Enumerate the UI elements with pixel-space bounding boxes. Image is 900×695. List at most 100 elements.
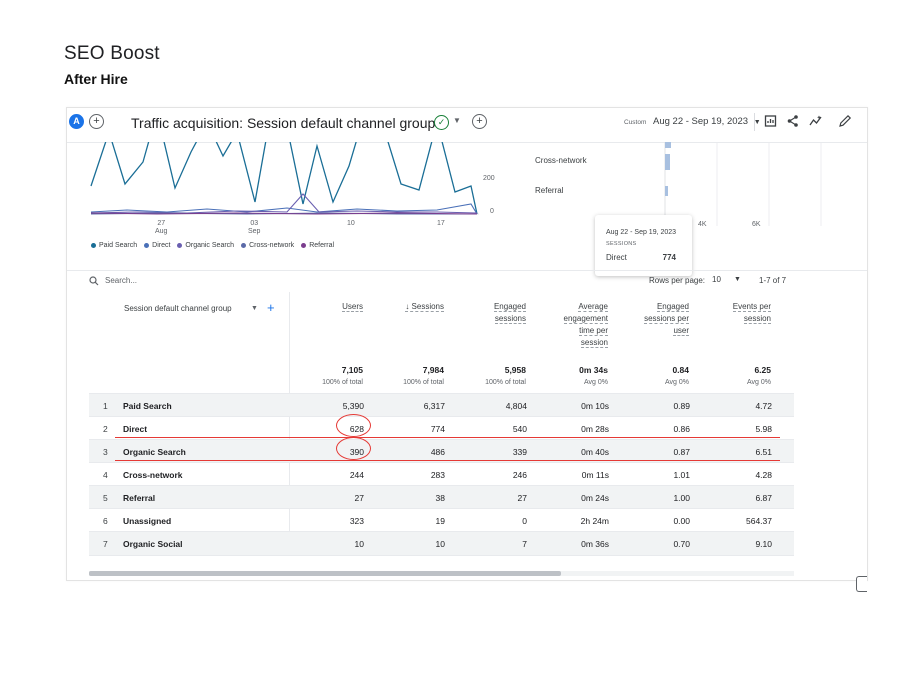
row-index: 1 — [103, 401, 108, 411]
share-icon[interactable] — [786, 114, 800, 128]
table-row[interactable]: 6 Unassigned 323 19 0 2h 24m 0.00 564.37 — [89, 508, 794, 532]
cell-engaged-sessions: 540 — [512, 424, 527, 434]
cell-avg-time: 0m 24s — [581, 493, 609, 503]
row-channel[interactable]: Direct — [123, 424, 148, 434]
cell-avg-time: 0m 28s — [581, 424, 609, 434]
customize-report-icon[interactable] — [764, 114, 778, 128]
chevron-down-icon[interactable]: ▼ — [251, 305, 258, 312]
bar-label: Cross-network — [535, 156, 587, 165]
legend-item-cross-network[interactable]: Cross-network — [241, 242, 294, 249]
row-index: 3 — [103, 447, 108, 457]
total-value: 7,105 — [341, 365, 363, 375]
row-channel[interactable]: Organic Search — [123, 447, 186, 457]
column-header-engaged-sessions[interactable]: Engaged sessions — [493, 302, 526, 324]
legend-item-referral[interactable]: Referral — [301, 242, 334, 249]
x-tick-label: 27 Aug — [155, 220, 168, 235]
cell-users: 10 — [354, 539, 364, 549]
cell-users: 244 — [349, 470, 364, 480]
rows-per-page-select[interactable]: 10 — [712, 275, 721, 284]
page-subheading: After Hire — [64, 71, 128, 87]
row-index: 6 — [103, 516, 108, 526]
cell-engaged-sessions: 0 — [522, 516, 527, 526]
dimension-header[interactable]: Session default channel group — [124, 304, 232, 313]
cell-per-user: 0.70 — [673, 539, 690, 549]
series-line-direct — [90, 203, 478, 215]
rows-per-page-label: Rows per page: — [649, 276, 706, 285]
report-header-bar — [67, 108, 867, 143]
pagination-count: 1-7 of 7 — [759, 276, 787, 285]
row-channel[interactable]: Referral — [123, 493, 156, 503]
table-row[interactable]: 4 Cross-network 244 283 246 0m 11s 1.01 … — [89, 462, 794, 486]
chevron-down-icon[interactable]: ▼ — [453, 116, 461, 125]
cell-events: 4.28 — [755, 470, 772, 480]
chevron-down-icon[interactable]: ▼ — [734, 276, 741, 283]
annotation-underline — [115, 437, 780, 439]
row-index: 4 — [103, 470, 108, 480]
search-input[interactable]: Search... — [105, 276, 138, 285]
column-header-events-per-session[interactable]: Events per session — [732, 302, 771, 324]
legend-item-organic-search[interactable]: Organic Search — [177, 242, 234, 249]
column-header-sessions[interactable]: ↓ Sessions — [405, 302, 444, 312]
table-row[interactable]: 7 Organic Social 10 10 7 0m 36s 0.70 9.1… — [89, 531, 794, 556]
cell-sessions: 19 — [435, 516, 445, 526]
avatar[interactable]: A — [69, 114, 84, 129]
toolbar-divider — [754, 113, 755, 131]
bar-mark — [665, 154, 670, 170]
add-comparison-icon[interactable]: + — [89, 114, 104, 129]
horizontal-scrollbar-thumb[interactable] — [89, 571, 561, 576]
edit-icon[interactable] — [838, 114, 852, 128]
page-heading: SEO Boost — [64, 43, 160, 64]
cell-avg-time: 0m 10s — [581, 401, 609, 411]
table-row[interactable]: 1 Paid Search 5,390 6,317 4,804 0m 10s 0… — [89, 393, 794, 417]
bar-chart — [664, 142, 822, 226]
cell-users: 27 — [354, 493, 364, 503]
check-circle-icon[interactable]: ✓ — [434, 115, 449, 130]
bar-label: Referral — [535, 186, 564, 195]
add-filter-icon[interactable]: + — [472, 114, 487, 129]
cell-avg-time: 0m 36s — [581, 539, 609, 549]
row-index: 2 — [103, 424, 108, 434]
cell-events: 6.87 — [755, 493, 772, 503]
date-range-picker[interactable]: Aug 22 - Sep 19, 2023 ▼ — [653, 116, 761, 127]
column-divider — [289, 292, 290, 552]
table-toolbar — [67, 270, 867, 293]
add-dimension-icon[interactable]: + — [267, 300, 275, 315]
row-index: 7 — [103, 539, 108, 549]
legend-item-direct[interactable]: Direct — [144, 242, 170, 249]
cell-events: 564.37 — [746, 516, 772, 526]
total-sub: Avg 0% — [665, 379, 689, 386]
row-channel[interactable]: Unassigned — [123, 516, 172, 526]
cell-sessions: 486 — [430, 447, 445, 457]
table-row[interactable]: 5 Referral 27 38 27 0m 24s 1.00 6.87 — [89, 485, 794, 509]
chart-tooltip: Aug 22 - Sep 19, 2023 SESSIONS Direct 77… — [595, 215, 692, 276]
cell-engaged-sessions: 246 — [512, 470, 527, 480]
cell-per-user: 0.89 — [673, 401, 690, 411]
date-range-text: Aug 22 - Sep 19, 2023 — [653, 116, 749, 127]
table-row[interactable]: 3 Organic Search 390 486 339 0m 40s 0.87… — [89, 439, 794, 463]
report-title: Traffic acquisition: Session default cha… — [131, 115, 436, 131]
series-line-paid-search — [90, 142, 478, 215]
y-tick-label: 200 — [483, 175, 495, 182]
cell-per-user: 1.01 — [673, 470, 690, 480]
cell-engaged-sessions: 4,804 — [505, 401, 527, 411]
annotation-circle — [336, 437, 371, 460]
column-header-avg-engagement-time[interactable]: Average engagement time per session — [563, 302, 608, 348]
cell-per-user: 0.00 — [673, 516, 690, 526]
search-icon[interactable] — [89, 276, 99, 286]
row-channel[interactable]: Paid Search — [123, 401, 172, 411]
cell-events: 9.10 — [755, 539, 772, 549]
column-header-engaged-sessions-per-user[interactable]: Engaged sessions per user — [644, 302, 689, 336]
total-value: 7,984 — [422, 365, 444, 375]
total-sub: 100% of total — [403, 379, 444, 386]
cell-sessions: 10 — [435, 539, 445, 549]
column-header-users[interactable]: Users — [342, 302, 363, 312]
row-index: 5 — [103, 493, 108, 503]
cell-avg-time: 0m 40s — [581, 447, 609, 457]
total-value: 0.84 — [672, 365, 689, 375]
side-panel-tab[interactable] — [856, 576, 867, 592]
row-channel[interactable]: Organic Social — [123, 539, 183, 549]
legend-item-paid-search[interactable]: Paid Search — [91, 242, 137, 249]
cell-sessions: 6,317 — [423, 401, 445, 411]
insights-icon[interactable] — [809, 114, 823, 128]
row-channel[interactable]: Cross-network — [123, 470, 183, 480]
